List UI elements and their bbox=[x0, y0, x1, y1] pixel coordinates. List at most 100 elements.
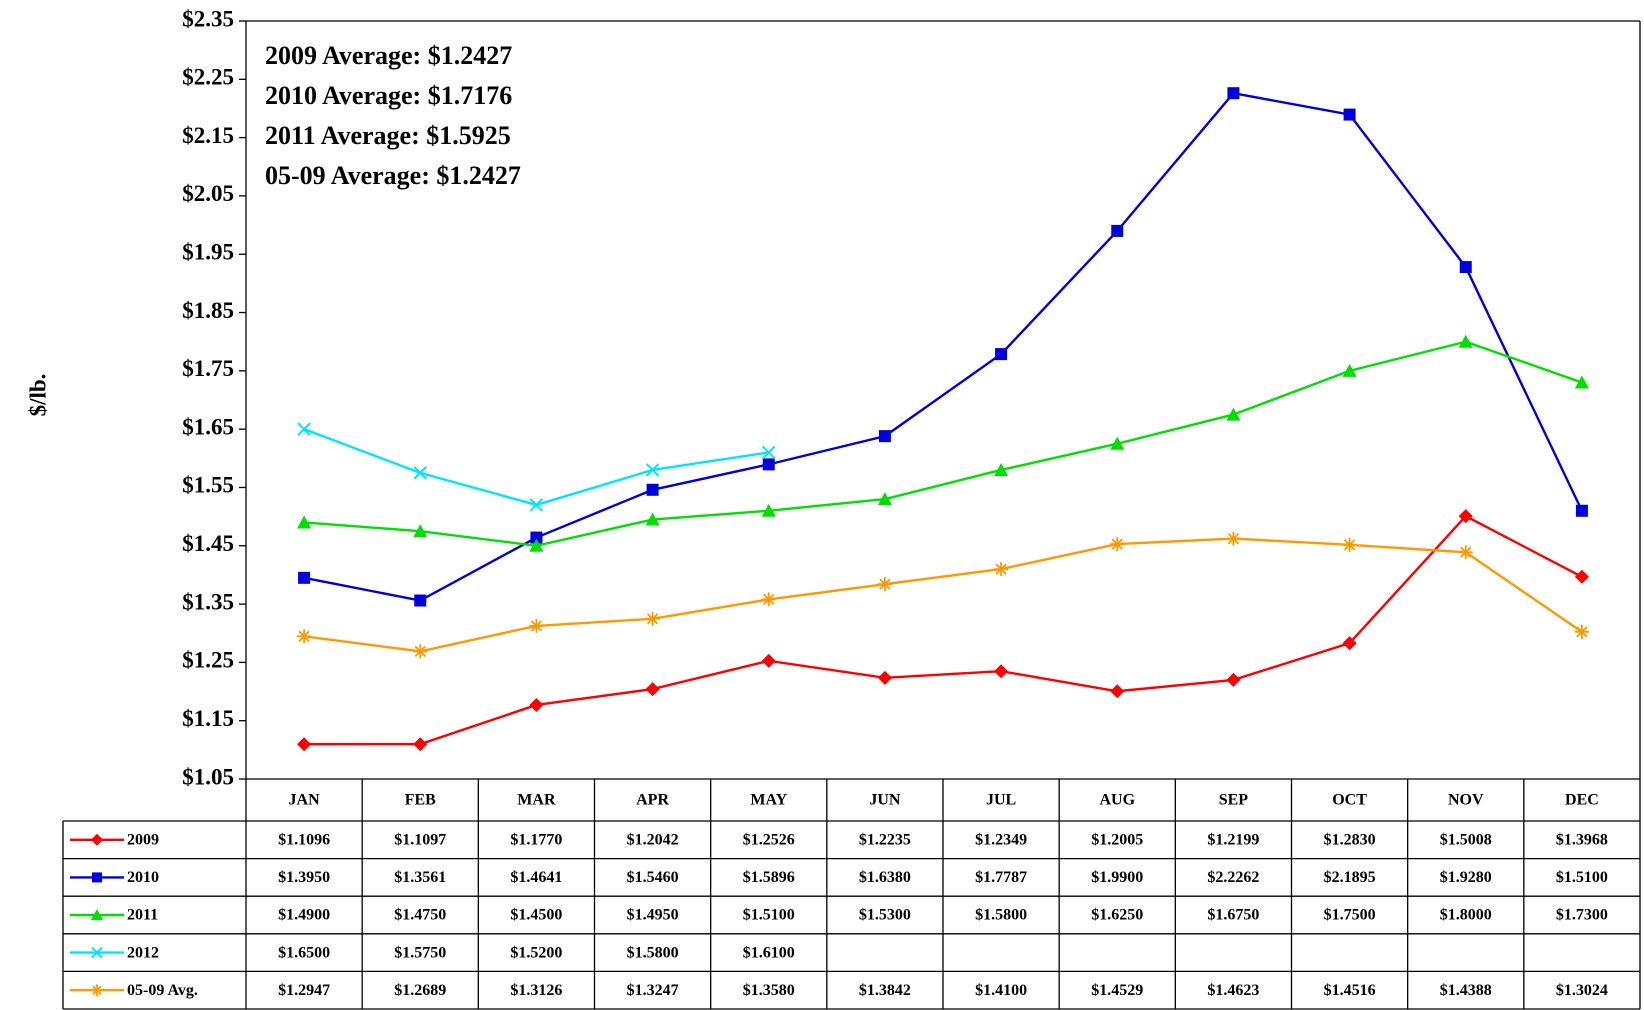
table-cell: $1.5896 bbox=[743, 869, 795, 886]
table-cell: $1.5800 bbox=[975, 907, 1027, 924]
series-line bbox=[303, 340, 1583, 547]
marker bbox=[645, 611, 660, 626]
marker bbox=[994, 562, 1009, 577]
marker bbox=[1458, 334, 1473, 348]
table-cell: $1.7500 bbox=[1324, 907, 1376, 924]
table-cell: $1.9900 bbox=[1091, 869, 1143, 886]
table-cell: $1.5460 bbox=[627, 869, 679, 886]
x-tick-label: FEB bbox=[405, 792, 436, 809]
marker bbox=[413, 524, 428, 538]
table-cell: $1.1096 bbox=[278, 831, 330, 848]
table-cell: $1.3024 bbox=[1556, 982, 1608, 999]
table-cell: $1.4900 bbox=[278, 907, 330, 924]
marker bbox=[529, 618, 544, 633]
table-cell: $1.2689 bbox=[394, 982, 446, 999]
table-cell: $1.4750 bbox=[394, 907, 446, 924]
marker bbox=[529, 697, 544, 712]
y-tick-label: $1.35 bbox=[182, 589, 234, 614]
marker bbox=[1110, 684, 1125, 699]
table-cell: $1.4950 bbox=[627, 907, 679, 924]
marker bbox=[529, 538, 544, 552]
x-tick-label: DEC bbox=[1565, 792, 1599, 809]
marker bbox=[994, 664, 1009, 679]
table-cell: $1.2005 bbox=[1091, 831, 1143, 848]
x-tick-label: AUG bbox=[1099, 792, 1135, 809]
y-tick-label: $1.05 bbox=[182, 764, 234, 789]
marker bbox=[530, 531, 543, 544]
table-cell: $1.5750 bbox=[394, 944, 446, 961]
y-tick-label: $1.95 bbox=[182, 240, 234, 265]
legend-label: 2012 bbox=[127, 944, 159, 961]
table-cell: $1.1770 bbox=[510, 831, 562, 848]
marker bbox=[645, 682, 660, 697]
table-cell: $1.2042 bbox=[627, 831, 679, 848]
table-cell: $1.8000 bbox=[1440, 907, 1492, 924]
marker bbox=[297, 629, 312, 644]
table-cell: $1.7300 bbox=[1556, 907, 1608, 924]
marker bbox=[1110, 436, 1125, 450]
y-tick-label: $1.55 bbox=[182, 473, 234, 498]
marker bbox=[297, 737, 312, 752]
marker bbox=[761, 653, 776, 668]
marker bbox=[645, 463, 660, 477]
series-line bbox=[303, 428, 769, 507]
x-tick-label: JUN bbox=[869, 792, 901, 809]
y-tick-label: $1.45 bbox=[182, 531, 234, 556]
table-cell: $1.5100 bbox=[743, 907, 795, 924]
table-cell: $1.6750 bbox=[1207, 907, 1259, 924]
x-tick-label: JAN bbox=[289, 792, 321, 809]
marker bbox=[92, 872, 102, 883]
table-cell: $1.3126 bbox=[510, 982, 562, 999]
marker bbox=[1574, 375, 1589, 389]
marker bbox=[877, 670, 892, 685]
legend-label: 2009 bbox=[127, 831, 159, 848]
marker bbox=[91, 833, 103, 846]
legend-label: 05-09 Avg. bbox=[127, 982, 198, 999]
y-tick-label: $1.85 bbox=[182, 298, 234, 323]
x-tick-label: OCT bbox=[1332, 792, 1367, 809]
marker bbox=[1227, 87, 1240, 100]
table-cell: $1.4100 bbox=[975, 982, 1027, 999]
table-cell: $1.6100 bbox=[743, 944, 795, 961]
marker bbox=[995, 348, 1008, 361]
x-tick-label: MAY bbox=[750, 792, 787, 809]
table-cell: $1.1097 bbox=[394, 831, 446, 848]
x-tick-label: MAR bbox=[517, 792, 556, 809]
marker bbox=[994, 462, 1009, 476]
table-cell: $1.5800 bbox=[627, 944, 679, 961]
marker bbox=[1342, 363, 1357, 377]
marker bbox=[1110, 537, 1125, 552]
table-cell: $1.3561 bbox=[394, 869, 446, 886]
table-cell: $1.3968 bbox=[1556, 831, 1608, 848]
y-tick-label: $2.15 bbox=[182, 123, 234, 148]
table-cell: $1.5008 bbox=[1440, 831, 1492, 848]
table-cell: $1.2526 bbox=[743, 831, 795, 848]
marker bbox=[91, 946, 103, 959]
marker bbox=[878, 430, 891, 443]
marker bbox=[91, 984, 103, 997]
marker bbox=[413, 737, 428, 752]
marker bbox=[877, 492, 892, 506]
y-tick-label: $1.75 bbox=[182, 356, 234, 381]
table-cell: $1.2947 bbox=[278, 982, 330, 999]
marker bbox=[1226, 407, 1241, 421]
marker bbox=[1226, 531, 1241, 546]
marker bbox=[761, 592, 776, 607]
table-cell: $1.4500 bbox=[510, 907, 562, 924]
table-cell: $1.5300 bbox=[859, 907, 911, 924]
table-cell: $1.4529 bbox=[1091, 982, 1143, 999]
series-line bbox=[303, 91, 1584, 602]
table-cell: $1.9280 bbox=[1440, 869, 1492, 886]
marker bbox=[1574, 624, 1589, 639]
table-cell: $1.3580 bbox=[743, 982, 795, 999]
marker bbox=[414, 594, 427, 607]
marker bbox=[413, 466, 427, 480]
table-cell: $1.4641 bbox=[510, 869, 562, 886]
marker bbox=[413, 644, 428, 659]
x-tick-label: JUL bbox=[986, 792, 1016, 809]
table-cell: $1.2830 bbox=[1324, 831, 1376, 848]
y-tick-label: $1.25 bbox=[182, 648, 234, 673]
marker bbox=[298, 571, 311, 584]
annotation: 2009 Average: $1.2427 bbox=[265, 41, 512, 70]
